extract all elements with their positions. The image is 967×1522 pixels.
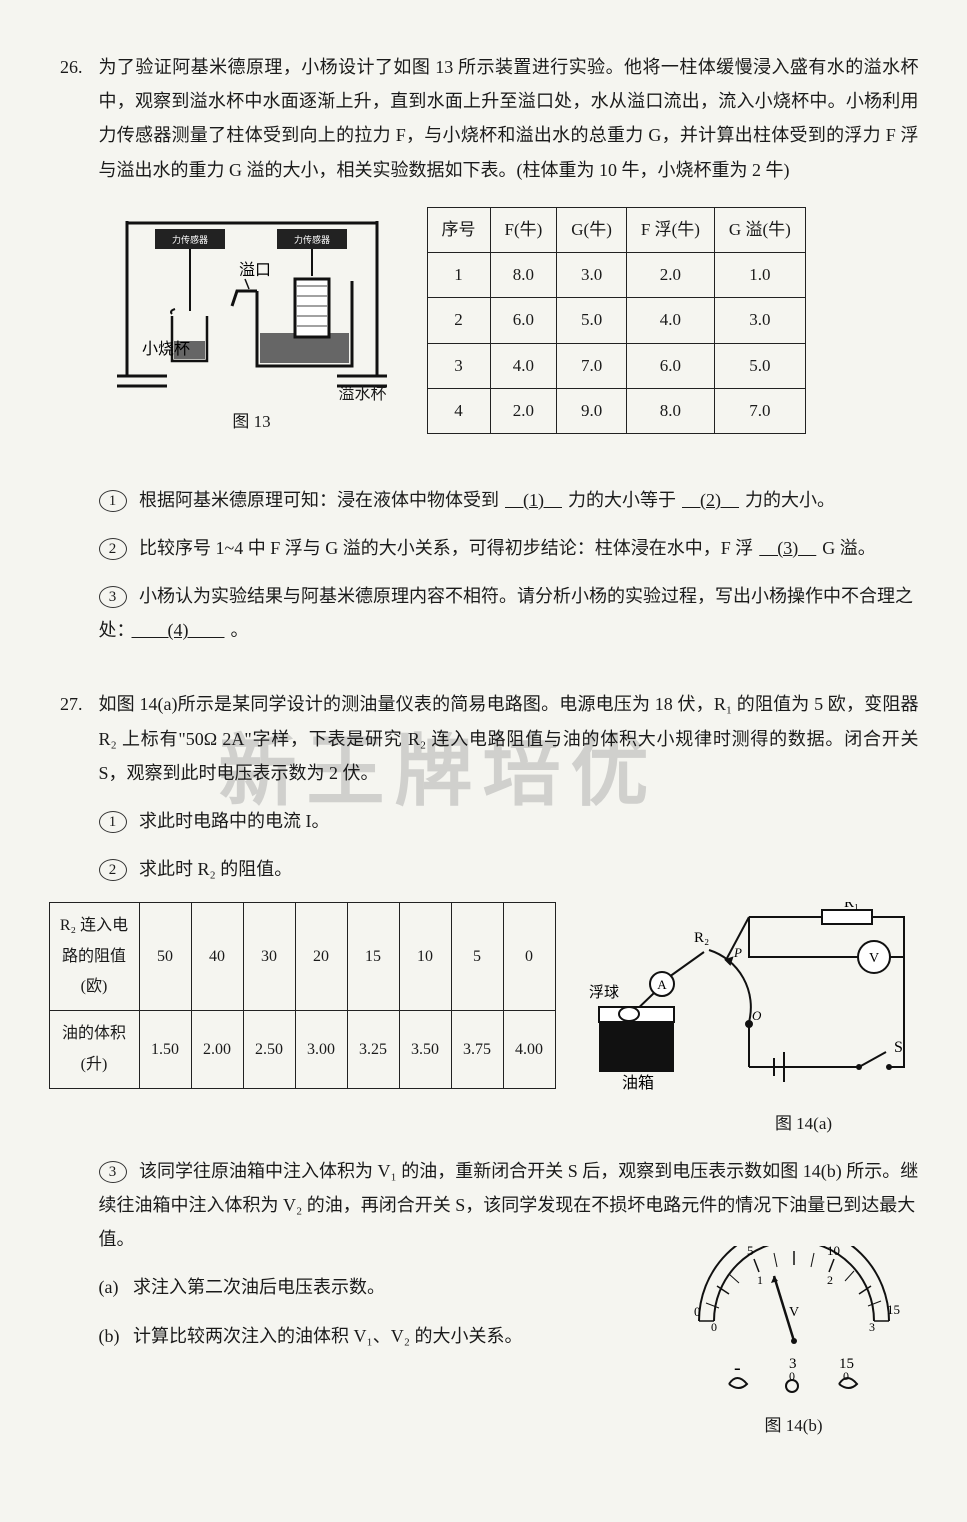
- svg-text:1: 1: [757, 1273, 763, 1287]
- float-label: 浮球: [589, 984, 619, 1001]
- ammeter-icon: A: [657, 977, 667, 992]
- voltmeter-dial-wrap: 0 5 10 15 0 1 2 3 V - 3 15 0 0: [679, 1246, 909, 1441]
- spout-label: 溢口: [239, 261, 271, 279]
- sub-num-icon: 1: [99, 490, 127, 512]
- table-row: R₂ 连入电路的阻值(欧) 50403020151050: [49, 903, 555, 1011]
- table-row: 18.03.02.01.0: [427, 253, 805, 298]
- q27-sub3a-text: 求注入第二次油后电压表示数。: [133, 1277, 385, 1297]
- tank-label: 油箱: [622, 1074, 654, 1092]
- svg-text:5: 5: [747, 1246, 754, 1258]
- beaker-label: 小烧杯: [142, 340, 190, 358]
- table-row-header: R₂ 连入电路的阻值(欧): [49, 903, 139, 1011]
- dial-unit-label: V: [788, 1305, 798, 1320]
- q26-sub3-body: 小杨认为实验结果与阿基米德原理内容不相符。请分析小杨的实验过程，写出小杨操作中不…: [99, 586, 914, 640]
- svg-text:0: 0: [711, 1320, 717, 1334]
- sub-num-icon: 3: [99, 586, 127, 608]
- switch-label: S: [894, 1039, 903, 1056]
- svg-text:-: -: [734, 1357, 741, 1379]
- q26-fig-table-row: 力传感器 力传感器: [107, 201, 919, 469]
- svg-text:力传感器: 力传感器: [171, 234, 207, 245]
- r2-label: R₂: [694, 930, 709, 946]
- q26-sub2-body: 比较序号 1~4 中 F 浮与 G 溢的大小关系，可得初步结论：柱体浸在水中，F…: [139, 538, 876, 558]
- table-row: 42.09.08.07.0: [427, 388, 805, 433]
- overflow-cup-label-2: 溢水杯: [339, 380, 399, 410]
- dial-caption: 图 14(b): [679, 1410, 909, 1442]
- svg-text:0: 0: [843, 1369, 849, 1383]
- q27-sub2-text: 求此时 R₂ 的阻值。: [139, 859, 292, 879]
- question-26: 26. 为了验证阿基米德原理，小杨设计了如图 13 所示装置进行实验。他将一柱体…: [60, 50, 927, 647]
- table-row: 油的体积(升) 1.502.002.503.003.253.503.754.00: [49, 1011, 555, 1089]
- q27-table-circuit-row: R₂ 连入电路的阻值(欧) 50403020151050 油的体积(升) 1.5…: [49, 902, 919, 1139]
- table-header: F(牛): [490, 207, 557, 252]
- sub-num-icon: 2: [99, 538, 127, 560]
- r1-label: R₁: [844, 902, 859, 911]
- p-label: P: [733, 945, 742, 960]
- q26-sub1-body: 根据阿基米德原理可知：浸在液体中物体受到 (1) 力的大小等于 (2) 力的大小…: [139, 490, 835, 510]
- q27-body: 如图 14(a)所示是某同学设计的测油量仪表的简易电路图。电源电压为 18 伏，…: [99, 687, 919, 1441]
- svg-text:2: 2: [827, 1273, 833, 1287]
- circuit-14a-caption: 图 14(a): [694, 1108, 914, 1140]
- q26-sub1: 1 根据阿基米德原理可知：浸在液体中物体受到 (1) 力的大小等于 (2) 力的…: [99, 483, 919, 517]
- q27-sub1-text: 求此时电路中的电流 I。: [139, 811, 330, 831]
- table-header: G(牛): [557, 207, 627, 252]
- q26-text: 为了验证阿基米德原理，小杨设计了如图 13 所示装置进行实验。他将一柱体缓慢浸入…: [99, 50, 919, 187]
- table-row-header: 油的体积(升): [49, 1011, 139, 1089]
- svg-text:3: 3: [869, 1320, 875, 1334]
- q26-sub3: 3 小杨认为实验结果与阿基米德原理内容不相符。请分析小杨的实验过程，写出小杨操作…: [99, 579, 919, 647]
- table-header: 序号: [427, 207, 490, 252]
- sub-num-icon: 1: [99, 811, 127, 833]
- q26-sub2: 2 比较序号 1~4 中 F 浮与 G 溢的大小关系，可得初步结论：柱体浸在水中…: [99, 531, 919, 565]
- svg-text:力传感器: 力传感器: [293, 234, 329, 245]
- sub-num-icon: 2: [99, 859, 127, 881]
- figure-13-wrap: 力传感器 力传感器: [107, 201, 397, 469]
- table-header-row: 序号 F(牛) G(牛) F 浮(牛) G 溢(牛): [427, 207, 805, 252]
- q26-data-table: 序号 F(牛) G(牛) F 浮(牛) G 溢(牛) 18.03.02.01.0…: [427, 207, 806, 434]
- circuit-14a-svg: R₁ V R₂ P O A S 浮球 油箱: [574, 902, 914, 1092]
- question-27: 27. 如图 14(a)所示是某同学设计的测油量仪表的简易电路图。电源电压为 1…: [60, 687, 927, 1441]
- q27-sub3b-text: 计算比较两次注入的油体积 V₁、V₂ 的大小关系。: [133, 1326, 523, 1346]
- q27-text: 如图 14(a)所示是某同学设计的测油量仪表的简易电路图。电源电压为 18 伏，…: [99, 687, 919, 790]
- sub-letter-a: (a): [99, 1270, 129, 1304]
- voltmeter-icon: V: [868, 951, 878, 966]
- voltmeter-dial-svg: 0 5 10 15 0 1 2 3 V - 3 15 0 0: [679, 1246, 909, 1396]
- blank-3: (3): [753, 538, 822, 558]
- svg-text:15: 15: [887, 1302, 900, 1317]
- q27-sub3-text: 该同学往原油箱中注入体积为 V₁ 的油，重新闭合开关 S 后，观察到电压表示数如…: [99, 1161, 919, 1249]
- sub-num-icon: 3: [99, 1161, 127, 1183]
- blank-2: (2): [676, 490, 745, 510]
- table-header: G 溢(牛): [714, 207, 805, 252]
- table-header: F 浮(牛): [626, 207, 714, 252]
- circuit-14a-wrap: R₁ V R₂ P O A S 浮球 油箱 图 14(a): [574, 902, 914, 1139]
- q27-number: 27.: [60, 687, 94, 721]
- q27-sub3: 3 该同学往原油箱中注入体积为 V₁ 的油，重新闭合开关 S 后，观察到电压表示…: [99, 1154, 919, 1257]
- blank-4: (4): [126, 620, 231, 640]
- figure-13-caption: 图 13: [107, 406, 397, 438]
- figure-13-svg: 力传感器 力传感器: [107, 201, 397, 391]
- svg-text:0: 0: [694, 1304, 701, 1319]
- q26-body: 为了验证阿基米德原理，小杨设计了如图 13 所示装置进行实验。他将一柱体缓慢浸入…: [99, 50, 919, 647]
- q27-sub2: 2 求此时 R₂ 的阻值。: [99, 852, 919, 886]
- q27-sub1: 1 求此时电路中的电流 I。: [99, 804, 919, 838]
- q26-number: 26.: [60, 50, 94, 84]
- blank-1: (1): [499, 490, 568, 510]
- q27-data-table: R₂ 连入电路的阻值(欧) 50403020151050 油的体积(升) 1.5…: [49, 902, 556, 1089]
- sub-letter-b: (b): [99, 1319, 129, 1353]
- table-row: 34.07.06.05.0: [427, 343, 805, 388]
- svg-text:10: 10: [827, 1246, 840, 1258]
- table-row: 26.05.04.03.0: [427, 298, 805, 343]
- o-label: O: [752, 1008, 762, 1023]
